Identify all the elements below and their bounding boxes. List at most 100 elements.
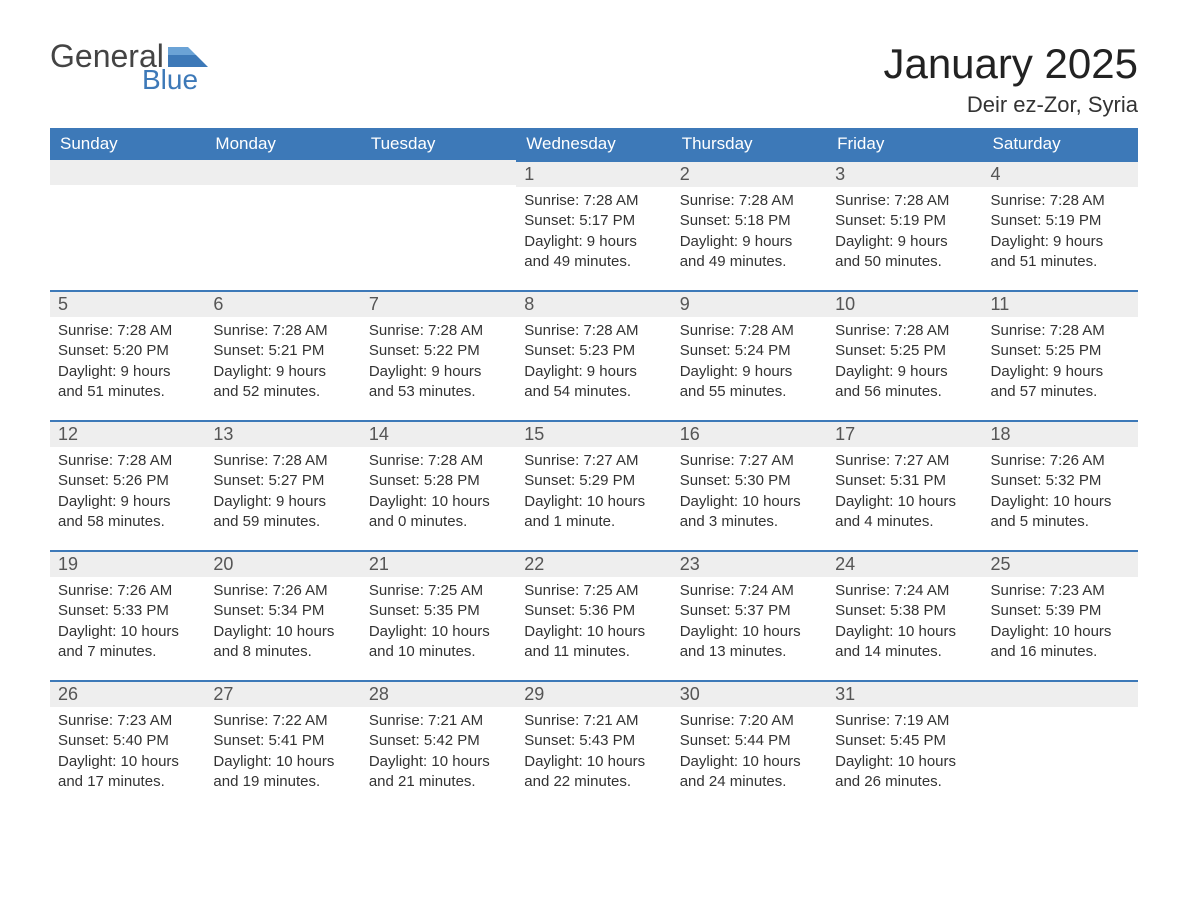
daylight-line: and 19 minutes. [213, 772, 352, 792]
day-body: Sunrise: 7:28 AMSunset: 5:18 PMDaylight:… [672, 187, 827, 284]
weekday-header: Saturday [983, 128, 1138, 160]
page-header: General Blue January 2025 Deir ez-Zor, S… [50, 40, 1138, 118]
sunrise-line: Sunrise: 7:28 AM [680, 191, 819, 211]
daylight-line: Daylight: 10 hours [680, 492, 819, 512]
sunset-line: Sunset: 5:28 PM [369, 471, 508, 491]
weekday-header: Sunday [50, 128, 205, 160]
daylight-line: Daylight: 9 hours [213, 362, 352, 382]
daylight-line: and 13 minutes. [680, 642, 819, 662]
day-body: Sunrise: 7:26 AMSunset: 5:32 PMDaylight:… [983, 447, 1138, 544]
calendar-day-cell: 18 Sunrise: 7:26 AMSunset: 5:32 PMDayligh… [983, 420, 1138, 550]
calendar-day-cell: 17Sunrise: 7:27 AMSunset: 5:31 PMDayligh… [827, 420, 982, 550]
sunrise-line: Sunrise: 7:28 AM [835, 321, 974, 341]
day-number: 25 [991, 554, 1011, 574]
day-body: Sunrise: 7:28 AMSunset: 5:21 PMDaylight:… [205, 317, 360, 414]
calendar-day-cell: 21Sunrise: 7:25 AMSunset: 5:35 PMDayligh… [361, 550, 516, 680]
day-number: 7 [369, 294, 379, 314]
daylight-line: and 49 minutes. [680, 252, 819, 272]
day-body: Sunrise: 7:28 AMSunset: 5:24 PMDaylight:… [672, 317, 827, 414]
daylight-line: and 56 minutes. [835, 382, 974, 402]
daylight-line: Daylight: 9 hours [58, 362, 197, 382]
day-number: 31 [835, 684, 855, 704]
day-body: Sunrise: 7:28 AMSunset: 5:23 PMDaylight:… [516, 317, 671, 414]
calendar-empty-cell [50, 160, 205, 290]
day-body: Sunrise: 7:28 AMSunset: 5:17 PMDaylight:… [516, 187, 671, 284]
calendar-day-cell: 30Sunrise: 7:20 AMSunset: 5:44 PMDayligh… [672, 680, 827, 810]
sunset-line: Sunset: 5:38 PM [835, 601, 974, 621]
month-title: January 2025 [883, 40, 1138, 88]
day-number: 18 [991, 424, 1011, 444]
day-number: 12 [58, 424, 78, 444]
day-body: Sunrise: 7:25 AMSunset: 5:36 PMDaylight:… [516, 577, 671, 674]
location-label: Deir ez-Zor, Syria [883, 92, 1138, 118]
weekday-header: Monday [205, 128, 360, 160]
daylight-line: Daylight: 9 hours [524, 232, 663, 252]
calendar-day-cell: 12 Sunrise: 7:28 AMSunset: 5:26 PMDayligh… [50, 420, 205, 550]
sunrise-line: Sunrise: 7:28 AM [58, 321, 197, 341]
daylight-line: Daylight: 10 hours [524, 492, 663, 512]
daylight-line: and 16 minutes. [991, 642, 1130, 662]
day-number: 24 [835, 554, 855, 574]
day-body: Sunrise: 7:28 AMSunset: 5:25 PMDaylight:… [827, 317, 982, 414]
daylight-line: Daylight: 9 hours [680, 362, 819, 382]
sunset-line: Sunset: 5:43 PM [524, 731, 663, 751]
day-body: Sunrise: 7:22 AMSunset: 5:41 PMDaylight:… [205, 707, 360, 804]
sunset-line: Sunset: 5:32 PM [991, 471, 1130, 491]
day-number: 22 [524, 554, 544, 574]
daylight-line: Daylight: 9 hours [213, 492, 352, 512]
day-body: Sunrise: 7:28 AMSunset: 5:26 PMDaylight:… [50, 447, 205, 544]
day-number [369, 162, 374, 182]
day-body: Sunrise: 7:24 AMSunset: 5:37 PMDaylight:… [672, 577, 827, 674]
day-number: 4 [991, 164, 1001, 184]
day-body: Sunrise: 7:28 AMSunset: 5:28 PMDaylight:… [361, 447, 516, 544]
daylight-line: and 7 minutes. [58, 642, 197, 662]
logo: General Blue [50, 40, 208, 94]
calendar-empty-cell [361, 160, 516, 290]
sunrise-line: Sunrise: 7:25 AM [369, 581, 508, 601]
calendar-day-cell: 1 Sunrise: 7:28 AMSunset: 5:17 PMDaylight… [516, 160, 671, 290]
weekday-header: Friday [827, 128, 982, 160]
day-body: Sunrise: 7:23 AMSunset: 5:40 PMDaylight:… [50, 707, 205, 804]
sunrise-line: Sunrise: 7:28 AM [524, 321, 663, 341]
day-number: 26 [58, 684, 78, 704]
day-number: 3 [835, 164, 845, 184]
daylight-line: Daylight: 9 hours [991, 232, 1130, 252]
sunset-line: Sunset: 5:40 PM [58, 731, 197, 751]
calendar-header-row: SundayMondayTuesdayWednesdayThursdayFrid… [50, 128, 1138, 160]
calendar-day-cell: 19Sunrise: 7:26 AMSunset: 5:33 PMDayligh… [50, 550, 205, 680]
daylight-line: and 10 minutes. [369, 642, 508, 662]
day-number: 15 [524, 424, 544, 444]
calendar-day-cell: 14Sunrise: 7:28 AMSunset: 5:28 PMDayligh… [361, 420, 516, 550]
sunrise-line: Sunrise: 7:28 AM [213, 451, 352, 471]
daylight-line: and 4 minutes. [835, 512, 974, 532]
daylight-line: and 24 minutes. [680, 772, 819, 792]
sunset-line: Sunset: 5:19 PM [835, 211, 974, 231]
calendar-day-cell: 23Sunrise: 7:24 AMSunset: 5:37 PMDayligh… [672, 550, 827, 680]
day-number: 1 [524, 164, 534, 184]
logo-word-blue: Blue [142, 66, 208, 94]
daylight-line: and 0 minutes. [369, 512, 508, 532]
calendar-table: SundayMondayTuesdayWednesdayThursdayFrid… [50, 128, 1138, 810]
daylight-line: Daylight: 10 hours [991, 492, 1130, 512]
day-body: Sunrise: 7:28 AMSunset: 5:27 PMDaylight:… [205, 447, 360, 544]
daylight-line: and 55 minutes. [680, 382, 819, 402]
day-number: 5 [58, 294, 68, 314]
daylight-line: Daylight: 10 hours [369, 622, 508, 642]
sunrise-line: Sunrise: 7:22 AM [213, 711, 352, 731]
day-number: 2 [680, 164, 690, 184]
daylight-line: Daylight: 10 hours [369, 492, 508, 512]
day-body: Sunrise: 7:24 AMSunset: 5:38 PMDaylight:… [827, 577, 982, 674]
sunset-line: Sunset: 5:29 PM [524, 471, 663, 491]
sunset-line: Sunset: 5:22 PM [369, 341, 508, 361]
daylight-line: Daylight: 9 hours [58, 492, 197, 512]
weekday-header: Wednesday [516, 128, 671, 160]
day-body: Sunrise: 7:21 AMSunset: 5:42 PMDaylight:… [361, 707, 516, 804]
calendar-day-cell: 28Sunrise: 7:21 AMSunset: 5:42 PMDayligh… [361, 680, 516, 810]
day-number: 20 [213, 554, 233, 574]
calendar-day-cell: 29Sunrise: 7:21 AMSunset: 5:43 PMDayligh… [516, 680, 671, 810]
daylight-line: and 51 minutes. [58, 382, 197, 402]
sunrise-line: Sunrise: 7:28 AM [991, 191, 1130, 211]
daylight-line: and 21 minutes. [369, 772, 508, 792]
daylight-line: Daylight: 10 hours [835, 752, 974, 772]
daylight-line: Daylight: 10 hours [524, 622, 663, 642]
